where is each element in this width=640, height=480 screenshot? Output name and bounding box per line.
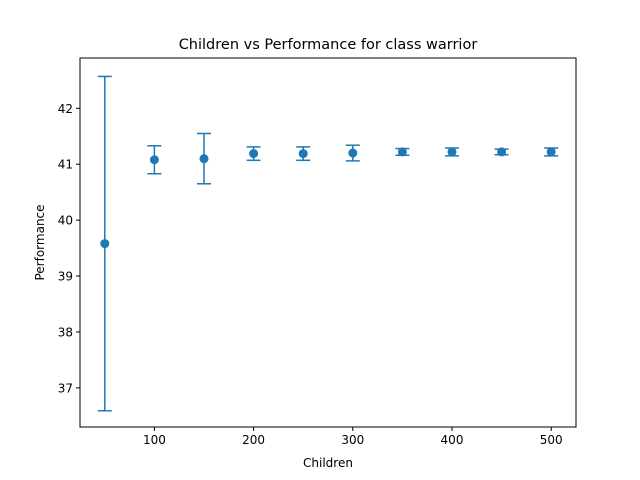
data-series (97, 75, 559, 412)
x-axis-title: Children (303, 456, 353, 470)
x-tick-label: 500 (540, 433, 563, 447)
y-axis: 37 38 39 40 41 42 (58, 102, 80, 395)
y-tick-label: 38 (58, 325, 73, 339)
y-tick-label: 37 (58, 381, 73, 395)
data-point (546, 147, 556, 157)
y-tick-label: 41 (58, 158, 73, 172)
y-tick-label: 39 (58, 270, 73, 284)
x-tick-label: 400 (441, 433, 464, 447)
data-point (497, 147, 507, 157)
y-axis-title: Performance (33, 204, 47, 280)
x-tick-label: 300 (341, 433, 364, 447)
chart-title: Children vs Performance for class warrio… (179, 37, 478, 53)
x-axis: 100 200 300 400 500 (143, 427, 563, 447)
y-tick-label: 40 (58, 214, 73, 228)
data-point (149, 155, 159, 165)
data-point (298, 149, 308, 159)
plot-area: 100 200 300 400 500 37 38 39 40 41 42 (58, 57, 577, 447)
data-point (348, 148, 358, 158)
y-tick-label: 42 (58, 102, 73, 116)
data-point (397, 147, 407, 157)
data-point (100, 239, 110, 249)
x-tick-label: 100 (143, 433, 166, 447)
data-point (249, 149, 259, 159)
plot-frame (79, 57, 577, 428)
data-point (199, 154, 209, 164)
data-point (447, 147, 457, 157)
x-tick-label: 200 (242, 433, 265, 447)
